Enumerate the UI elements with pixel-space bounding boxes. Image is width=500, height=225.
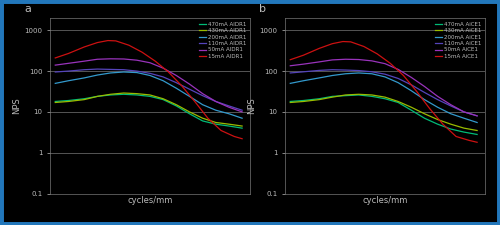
Text: a: a	[24, 4, 31, 14]
Text: b: b	[259, 4, 266, 14]
X-axis label: cycles/mm: cycles/mm	[128, 196, 172, 205]
Y-axis label: NPS: NPS	[248, 97, 256, 114]
Legend: 470mA AIDR1, 430mA AIDR1, 200mA AIDR1, 110mA AIDR1, 50mA AIDR1, 15mA AIDR1: 470mA AIDR1, 430mA AIDR1, 200mA AIDR1, 1…	[198, 21, 247, 60]
Y-axis label: NPS: NPS	[12, 97, 22, 114]
Legend: 470mA AiCE1, 430mA AiCE1, 200mA AiCE1, 110mA AiCE1, 50mA AiCE1, 15mA AiCE1: 470mA AiCE1, 430mA AiCE1, 200mA AiCE1, 1…	[434, 21, 482, 60]
X-axis label: cycles/mm: cycles/mm	[362, 196, 408, 205]
